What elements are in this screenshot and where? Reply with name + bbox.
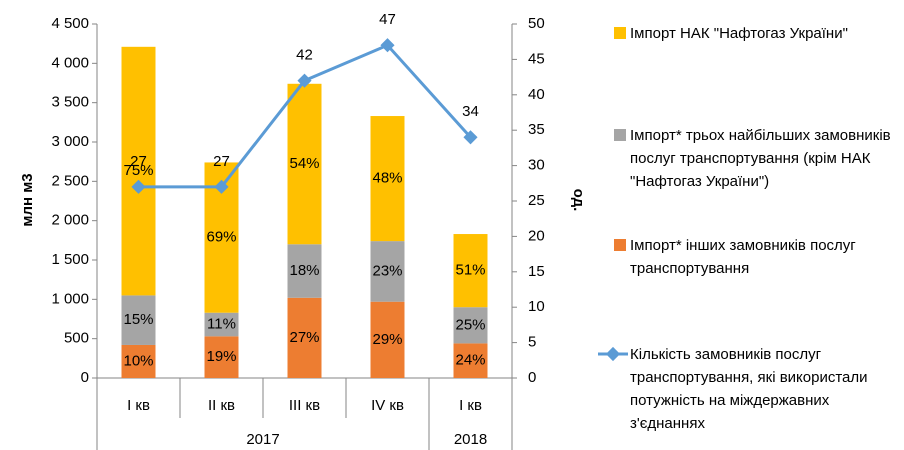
y-tick-label: 2 000 <box>51 212 89 229</box>
share-label: 23% <box>372 262 402 279</box>
share-label: 48% <box>372 170 402 187</box>
y2-axis-label: од. <box>570 189 587 212</box>
share-label: 27% <box>289 329 319 346</box>
bar-segment <box>287 244 322 298</box>
bar-segment <box>287 83 322 245</box>
share-label: 11% <box>207 315 236 332</box>
x-tick-label: І кв <box>459 397 482 414</box>
share-label: 75% <box>123 162 153 179</box>
y2-tick-label: 45 <box>528 50 545 67</box>
share-label: 54% <box>289 155 319 172</box>
y2-tick-label: 20 <box>528 227 545 244</box>
share-label: 25% <box>455 316 485 333</box>
bar-segment <box>121 344 156 378</box>
share-label: 18% <box>289 262 319 279</box>
share-label: 24% <box>455 352 485 369</box>
y-tick-label: 1 500 <box>51 251 89 268</box>
legend-label: Імпорт* інших замовників послуг транспор… <box>630 237 856 277</box>
bar-segment <box>121 295 156 345</box>
line-value-label: 42 <box>296 47 313 64</box>
legend-label: Кількість замовників послуг транспортува… <box>630 346 868 432</box>
x-tick-label: ІV кв <box>371 397 404 414</box>
y2-tick-label: 10 <box>528 298 545 315</box>
y-axis-label: млн м3 <box>19 173 36 226</box>
x-group-label: 2018 <box>454 431 487 448</box>
bar-segment <box>370 241 405 302</box>
x-tick-label: ІІ кв <box>208 397 235 414</box>
y2-tick-label: 5 <box>528 334 536 351</box>
bar-segment <box>204 312 239 337</box>
share-label: 15% <box>123 311 153 328</box>
bar-segment <box>453 343 488 378</box>
y2-tick-label: 25 <box>528 192 545 209</box>
share-label: 19% <box>206 348 236 365</box>
share-label: 10% <box>123 352 153 369</box>
line-marker <box>214 179 229 194</box>
line-value-label: 47 <box>379 11 396 28</box>
line-marker <box>297 73 312 88</box>
bar-segment <box>121 46 156 296</box>
legend-label: Імпорт НАК "Нафтогаз України" <box>630 25 848 42</box>
y2-tick-label: 40 <box>528 86 545 103</box>
line-value-label: 27 <box>130 153 147 170</box>
y2-tick-label: 0 <box>528 369 536 386</box>
y-tick-label: 2 500 <box>51 172 89 189</box>
legend-swatch <box>614 239 626 251</box>
share-label: 51% <box>455 262 485 279</box>
y-tick-label: 500 <box>64 330 89 347</box>
y2-tick-label: 35 <box>528 121 545 138</box>
y-tick-label: 1 000 <box>51 290 89 307</box>
line-marker <box>131 179 146 194</box>
y-tick-label: 3 500 <box>51 94 89 111</box>
legend-swatch <box>614 27 626 39</box>
y2-tick-label: 30 <box>528 157 545 174</box>
legend-marker <box>605 346 621 362</box>
bar-segment <box>453 234 488 308</box>
share-label: 69% <box>206 229 236 246</box>
share-label: 29% <box>372 331 402 348</box>
line-marker <box>380 38 395 53</box>
line-value-label: 34 <box>462 103 479 120</box>
y-tick-label: 0 <box>81 369 89 386</box>
bar-segment <box>453 307 488 344</box>
y-tick-label: 4 000 <box>51 54 89 71</box>
bar-segment <box>370 116 405 242</box>
y2-tick-label: 15 <box>528 263 545 280</box>
bar-segment <box>204 336 239 378</box>
legend-swatch <box>614 129 626 141</box>
x-tick-label: ІІІ кв <box>289 397 320 414</box>
y-tick-label: 4 500 <box>51 15 89 32</box>
line-marker <box>463 130 478 145</box>
y2-tick-label: 50 <box>528 15 545 32</box>
x-group-label: 2017 <box>246 431 279 448</box>
y-tick-label: 3 000 <box>51 133 89 150</box>
line-value-label: 27 <box>213 153 230 170</box>
bar-segment <box>370 301 405 378</box>
x-tick-label: І кв <box>127 397 150 414</box>
bar-segment <box>287 297 322 378</box>
legend-label: Імпорт* трьох найбільших замовників посл… <box>630 127 891 190</box>
